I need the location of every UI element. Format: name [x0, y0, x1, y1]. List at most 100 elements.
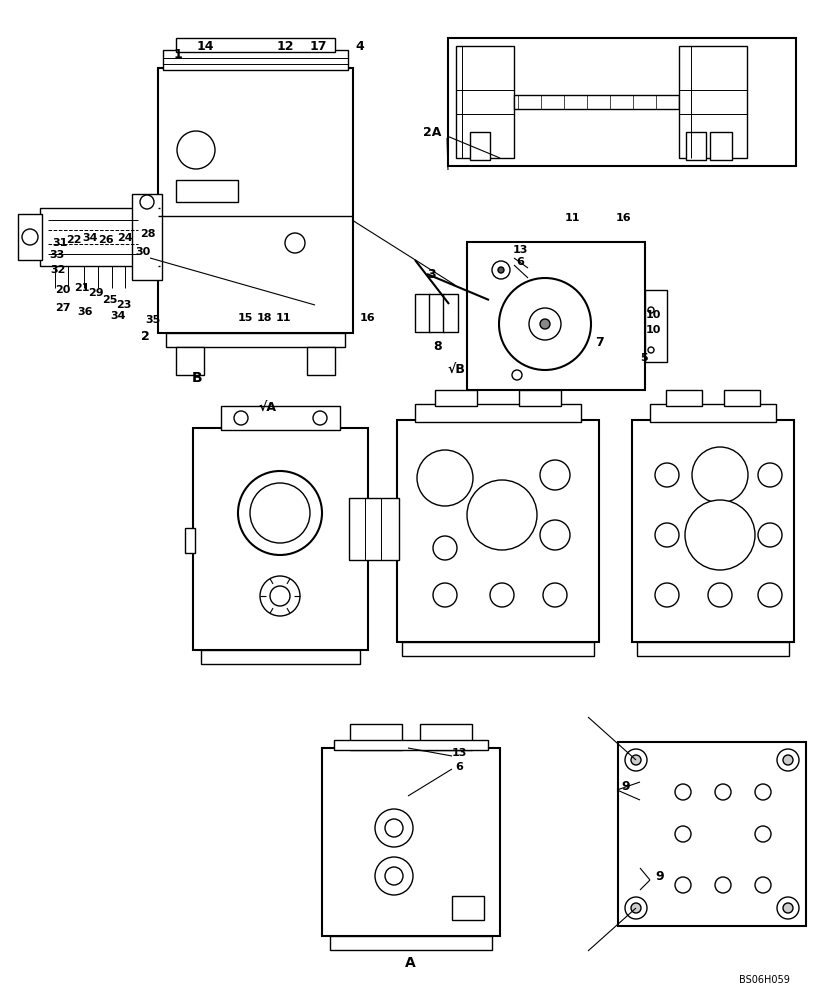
Bar — [420, 724, 472, 750]
Bar — [443, 294, 458, 332]
Bar — [176, 38, 335, 52]
Text: 3: 3 — [428, 268, 437, 282]
Circle shape — [685, 500, 755, 570]
Text: √B: √B — [447, 363, 465, 376]
Circle shape — [625, 749, 647, 771]
Circle shape — [777, 897, 799, 919]
Text: 6: 6 — [516, 257, 524, 267]
Circle shape — [777, 749, 799, 771]
Bar — [40, 208, 160, 266]
Bar — [666, 390, 702, 406]
Text: 16: 16 — [360, 313, 376, 323]
Bar — [448, 38, 796, 166]
Bar — [166, 333, 345, 347]
Bar — [710, 132, 732, 160]
Text: 12: 12 — [276, 40, 293, 53]
Text: 2A: 2A — [423, 125, 441, 138]
Circle shape — [512, 370, 522, 380]
Bar — [456, 46, 514, 158]
Circle shape — [540, 520, 570, 550]
Circle shape — [177, 131, 215, 169]
Text: 22: 22 — [66, 235, 82, 245]
Circle shape — [755, 877, 771, 893]
Text: 6: 6 — [455, 762, 463, 772]
Text: 35: 35 — [145, 315, 161, 325]
Circle shape — [675, 826, 691, 842]
Bar — [415, 404, 581, 422]
Text: B: B — [192, 371, 203, 385]
Circle shape — [140, 195, 154, 209]
Circle shape — [385, 819, 403, 837]
Circle shape — [715, 784, 731, 800]
Circle shape — [708, 583, 732, 607]
Bar — [185, 528, 195, 553]
Circle shape — [540, 319, 550, 329]
Circle shape — [433, 583, 457, 607]
Text: 36: 36 — [77, 307, 93, 317]
Circle shape — [675, 877, 691, 893]
Bar — [650, 404, 776, 422]
Bar — [645, 290, 667, 362]
Text: 31: 31 — [52, 238, 68, 248]
Circle shape — [375, 857, 413, 895]
Bar — [307, 347, 335, 375]
Circle shape — [498, 267, 504, 273]
Text: 13: 13 — [513, 245, 527, 255]
Circle shape — [234, 411, 248, 425]
Bar — [349, 498, 399, 560]
Bar — [193, 428, 368, 650]
Circle shape — [499, 278, 591, 370]
Circle shape — [250, 483, 310, 543]
Circle shape — [385, 867, 403, 885]
Text: 32: 32 — [50, 265, 66, 275]
Text: 9: 9 — [621, 780, 630, 794]
Bar — [415, 294, 430, 332]
Text: 29: 29 — [88, 288, 104, 298]
Text: BS06H059: BS06H059 — [739, 975, 790, 985]
Circle shape — [238, 471, 322, 555]
Bar — [402, 642, 594, 656]
Circle shape — [783, 903, 793, 913]
Circle shape — [285, 233, 305, 253]
Text: √A: √A — [259, 401, 277, 414]
Circle shape — [648, 307, 654, 313]
Text: 15: 15 — [237, 313, 253, 323]
Text: 21: 21 — [74, 283, 90, 293]
Text: 30: 30 — [135, 247, 151, 257]
Circle shape — [490, 583, 514, 607]
Circle shape — [692, 447, 748, 503]
Bar — [132, 194, 162, 280]
Text: 23: 23 — [116, 300, 132, 310]
Circle shape — [655, 463, 679, 487]
Text: 5: 5 — [640, 353, 648, 363]
Bar — [176, 180, 238, 202]
Text: 11: 11 — [275, 313, 291, 323]
Text: 17: 17 — [309, 40, 327, 53]
Bar — [637, 642, 789, 656]
Text: 33: 33 — [49, 250, 64, 260]
Circle shape — [467, 480, 537, 550]
Circle shape — [758, 523, 782, 547]
Circle shape — [631, 903, 641, 913]
Circle shape — [758, 583, 782, 607]
Text: A: A — [405, 956, 415, 970]
Circle shape — [417, 450, 473, 506]
Circle shape — [543, 583, 567, 607]
Bar — [470, 132, 490, 160]
Bar — [452, 896, 484, 920]
Bar — [201, 650, 360, 664]
Circle shape — [529, 308, 561, 340]
Circle shape — [655, 583, 679, 607]
Bar — [514, 95, 679, 109]
Text: 25: 25 — [102, 295, 118, 305]
Bar — [334, 740, 488, 750]
Text: 7: 7 — [596, 336, 604, 349]
Text: 34: 34 — [110, 311, 126, 321]
Text: 27: 27 — [55, 303, 71, 313]
Text: 10: 10 — [645, 325, 661, 335]
Text: 28: 28 — [140, 229, 156, 239]
Text: 16: 16 — [616, 213, 632, 223]
Bar — [322, 748, 500, 936]
Text: 4: 4 — [356, 40, 364, 53]
Circle shape — [648, 347, 654, 353]
